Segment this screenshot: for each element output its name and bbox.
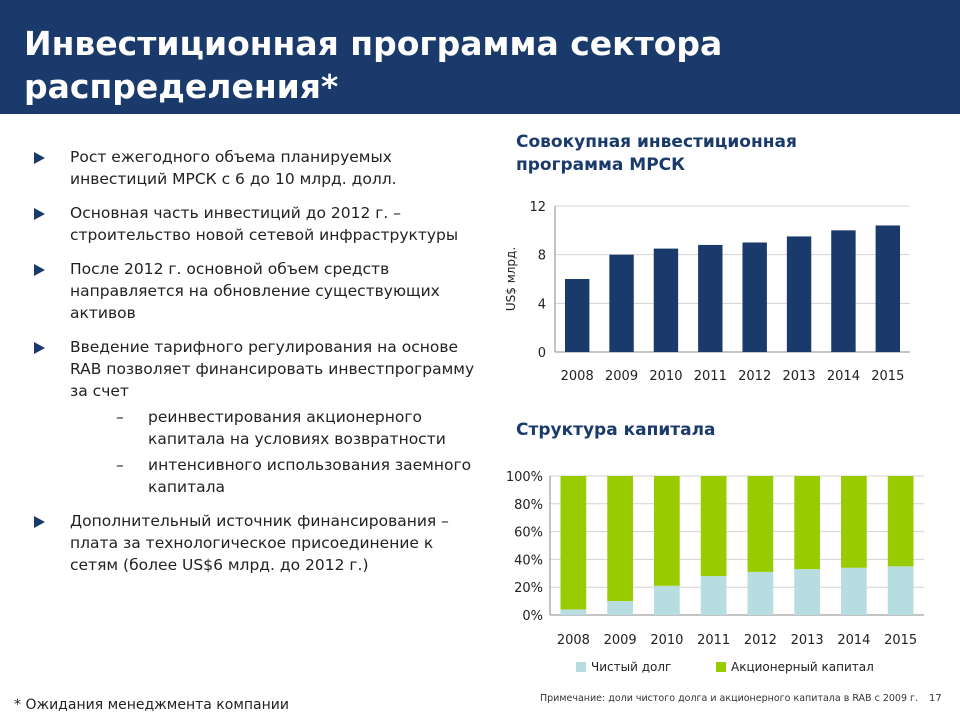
arrow-bullet-icon [34, 516, 45, 528]
stacked-bar-segment [794, 476, 820, 570]
stacked-bar-segment [607, 601, 633, 615]
bar [831, 230, 856, 352]
bullet-text: Основная часть инвестиций до 2012 г. – с… [70, 204, 459, 244]
arrow-bullet-icon [34, 208, 45, 220]
page-number: 17 [929, 693, 942, 704]
x-tick-label: 2009 [605, 369, 638, 384]
y-tick-label: 40% [514, 553, 543, 568]
y-tick-label: 8 [538, 249, 546, 264]
stacked-bar-segment [747, 571, 774, 615]
x-tick-label: 2008 [557, 633, 590, 648]
x-tick-label: 2011 [694, 369, 727, 384]
bar [742, 242, 767, 352]
slide-title: Инвестиционная программа сектора распред… [24, 24, 723, 106]
x-tick-label: 2012 [738, 369, 771, 384]
sub-bullet-item: – интенсивного использования заемного ка… [70, 454, 484, 498]
y-tick-label: 0 [538, 346, 546, 361]
bullet-list: Рост ежегодного объема планируемых инвес… [34, 146, 484, 588]
stacked-bar-segment [700, 576, 727, 615]
bullet-item: Рост ежегодного объема планируемых инвес… [34, 146, 484, 190]
legend-swatch [716, 662, 726, 672]
x-tick-label: 2014 [827, 369, 860, 384]
legend-label: Чистый долг [591, 660, 671, 674]
capital-structure-chart: 0% 20% 40% 60% 80% 100% 2008 2009 2010 2011 2012 20… [506, 470, 924, 674]
y-tick-label: 12 [529, 200, 546, 215]
x-tick-label: 2015 [871, 369, 904, 384]
dash-bullet: – [116, 408, 124, 426]
x-tick-label: 2010 [650, 633, 683, 648]
y-tick-label: 0% [522, 609, 543, 624]
investment-bar-chart: 0 4 8 12 2008 2009 2010 2011 2012 2013 2014 2015 US$… [504, 200, 910, 384]
stacked-bar-segment [607, 476, 633, 602]
sub-bullet-text: реинвестирования акционерного капитала н… [148, 408, 446, 448]
chart-note: Примечание: доли чистого долга и акционе… [540, 693, 919, 704]
chart-title-investment: Совокупная инвестиционная программа МРСК [516, 132, 797, 175]
x-tick-label: 2013 [791, 633, 824, 648]
stacked-bar-segment [654, 585, 680, 615]
stacked-bar-segment [841, 567, 867, 615]
y-tick-label: 60% [514, 526, 543, 541]
x-tick-label: 2013 [783, 369, 816, 384]
x-tick-label: 2010 [649, 369, 682, 384]
x-tick-label: 2012 [744, 633, 777, 648]
bar [875, 225, 901, 352]
bullet-item: Дополнительный источник финансирования –… [34, 510, 484, 576]
x-tick-label: 2011 [697, 633, 730, 648]
bar [609, 254, 634, 352]
x-tick-label: 2008 [561, 369, 594, 384]
stacked-bar-segment [794, 569, 820, 615]
bullet-text: Дополнительный источник финансирования –… [70, 512, 449, 574]
bullet-text: После 2012 г. основной объем средств нап… [70, 260, 440, 322]
stacked-bar-segment [841, 476, 867, 568]
y-tick-label: 100% [506, 470, 543, 485]
stacked-bar-segment [654, 476, 680, 586]
arrow-bullet-icon [34, 152, 45, 164]
stacked-bar-segment [747, 476, 774, 572]
x-tick-label: 2015 [884, 633, 917, 648]
bar [564, 279, 590, 352]
bullet-item: Введение тарифного регулирования на осно… [34, 336, 484, 498]
chart-title-capital: Структура капитала [516, 420, 716, 440]
stacked-bar-segment [560, 609, 587, 615]
bullet-item: После 2012 г. основной объем средств нап… [34, 258, 484, 324]
bar [653, 248, 679, 352]
sub-bullet-text: интенсивного использования заемного капи… [148, 456, 472, 496]
sub-bullet-item: – реинвестирования акционерного капитала… [70, 406, 484, 450]
y-tick-label: 80% [514, 498, 543, 513]
bullet-text: Введение тарифного регулирования на осно… [70, 338, 475, 400]
x-tick-label: 2009 [604, 633, 637, 648]
arrow-bullet-icon [34, 264, 45, 276]
y-tick-label: 20% [514, 581, 543, 596]
legend-swatch [576, 662, 586, 672]
arrow-bullet-icon [34, 342, 45, 354]
x-tick-label: 2014 [837, 633, 870, 648]
stacked-bar-segment [887, 566, 914, 615]
stacked-bar-segment [887, 476, 914, 567]
y-tick-label: 4 [538, 297, 546, 312]
stacked-bar-segment [560, 476, 587, 610]
legend-label: Акционерный капитал [731, 660, 874, 674]
stacked-bar-segment [700, 476, 727, 577]
bar [786, 236, 812, 352]
y-axis-label: US$ млрд. [504, 247, 518, 311]
bullet-text: Рост ежегодного объема планируемых инвес… [70, 148, 397, 188]
dash-bullet: – [116, 456, 124, 474]
footnote: * Ожидания менеджмента компании [14, 697, 289, 713]
bar [698, 244, 723, 352]
bullet-item: Основная часть инвестиций до 2012 г. – с… [34, 202, 484, 246]
slide-header: Инвестиционная программа сектора распред… [0, 0, 960, 114]
